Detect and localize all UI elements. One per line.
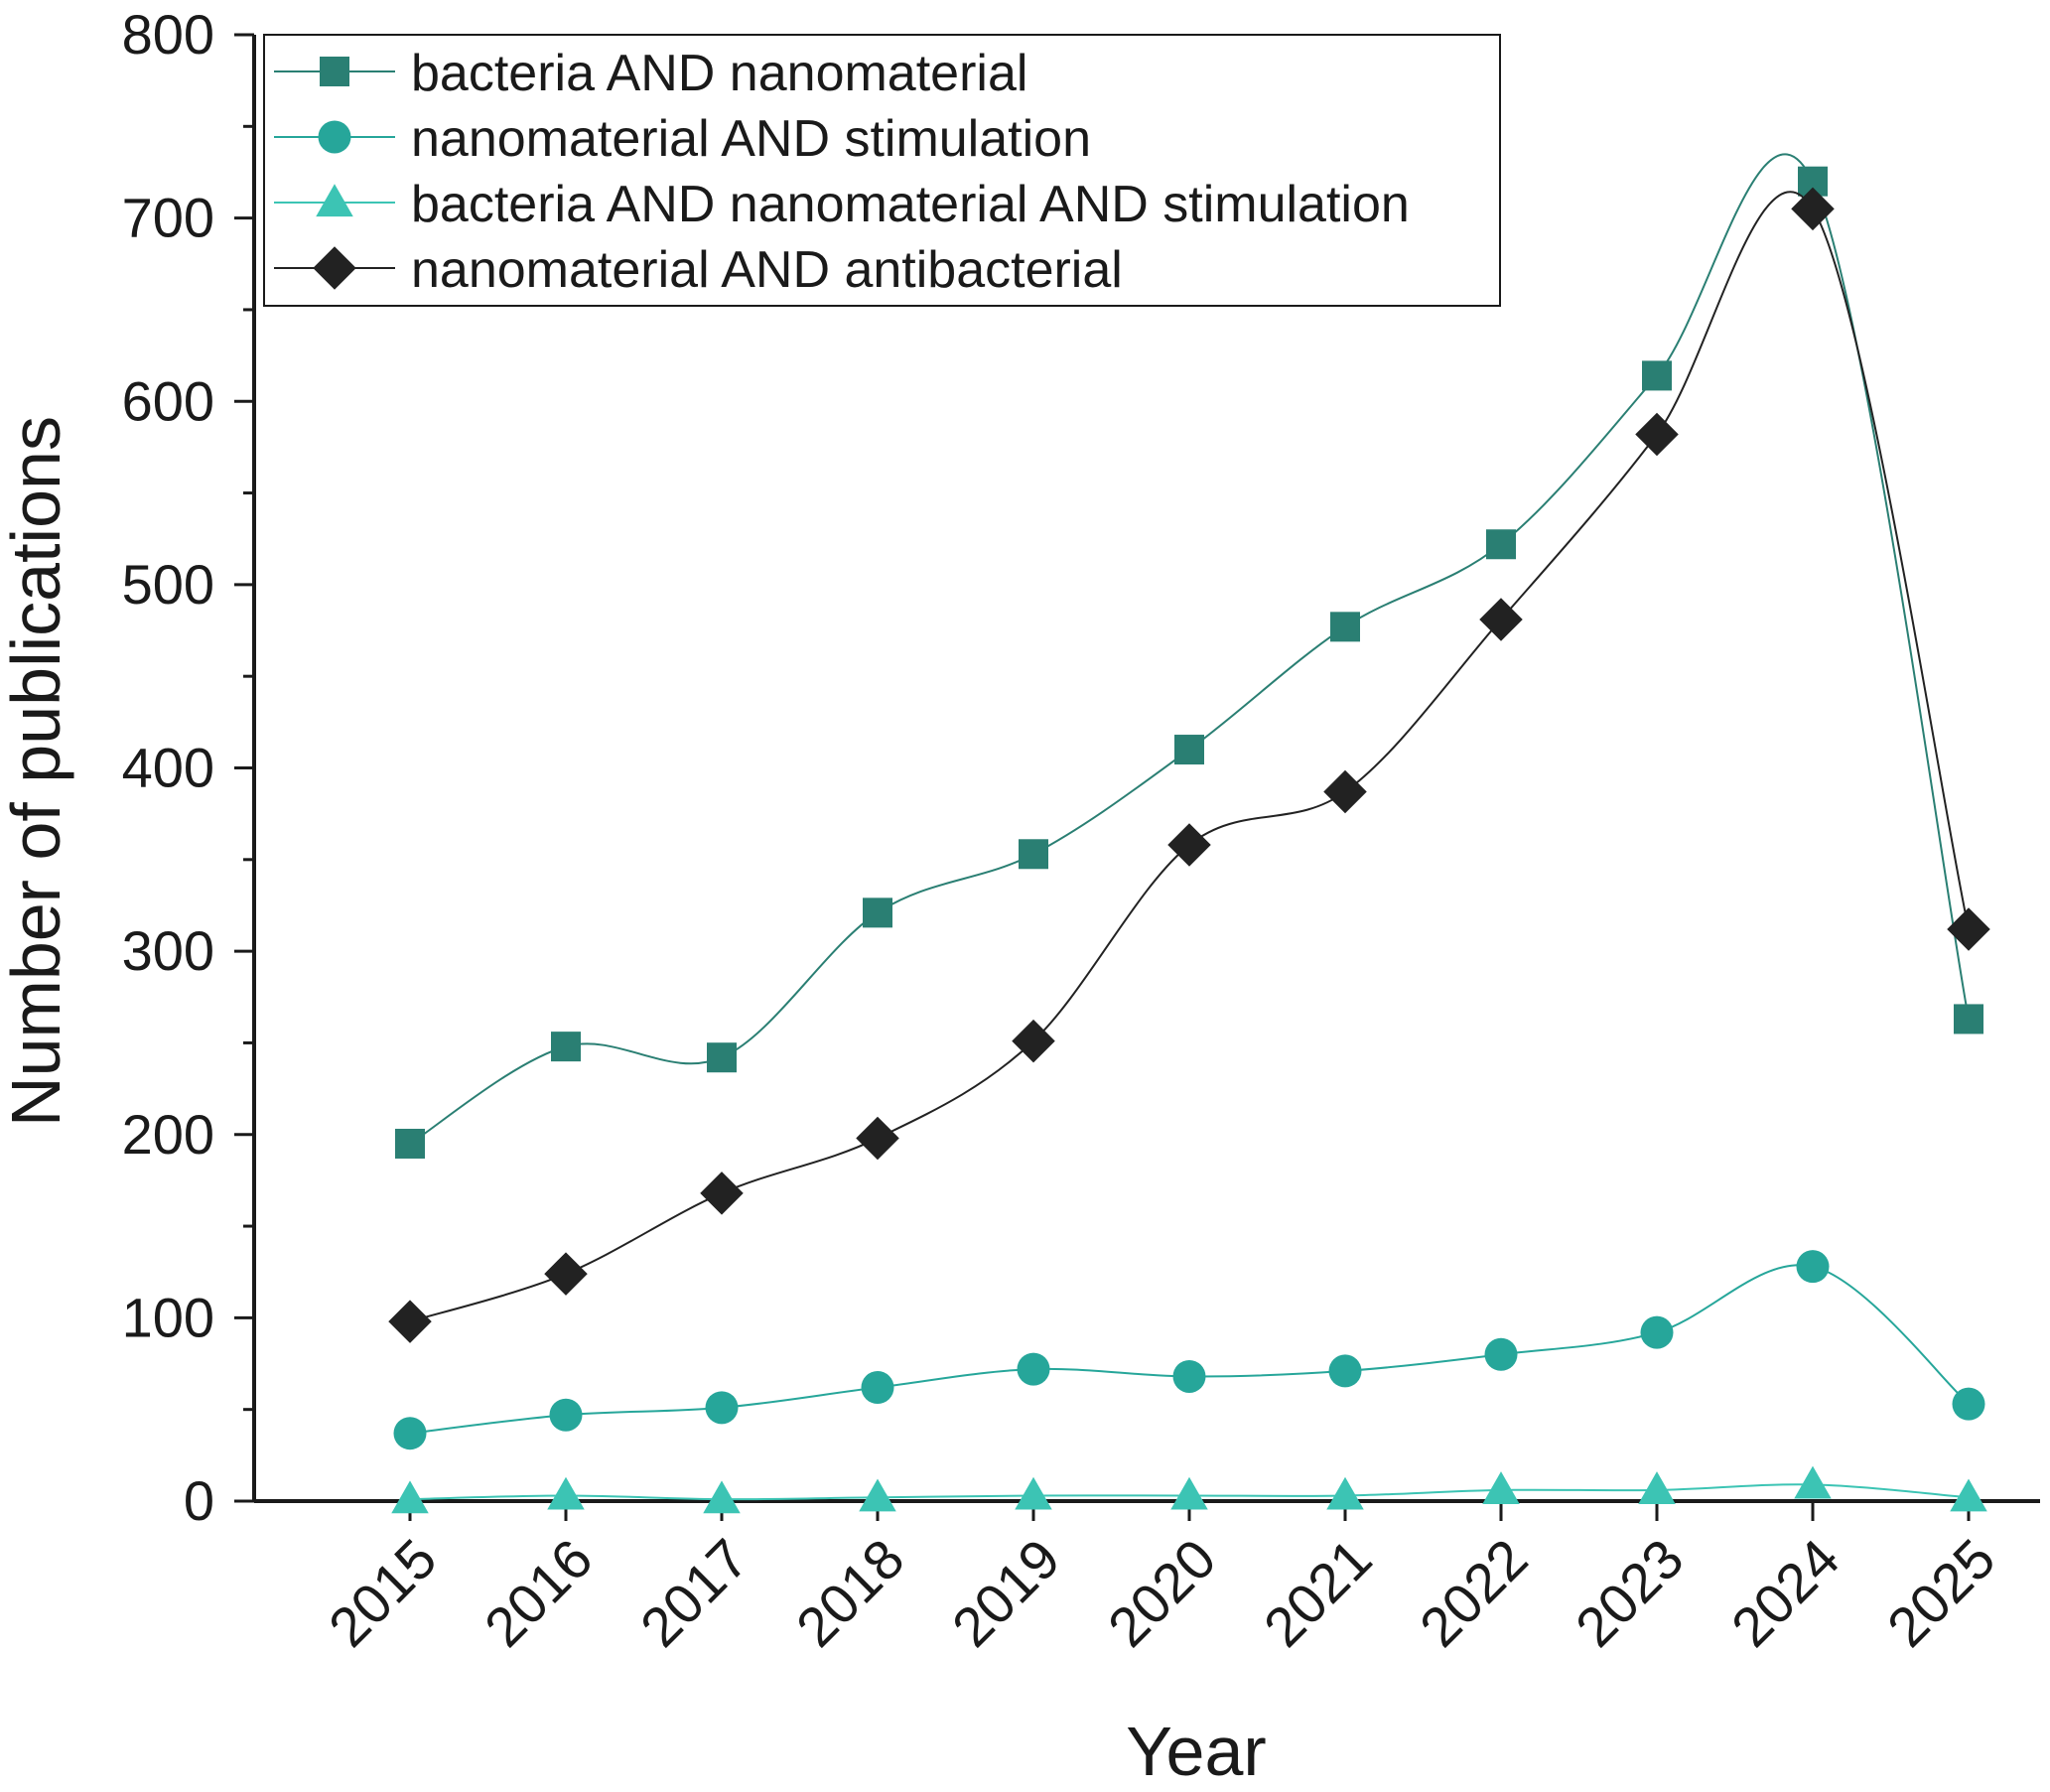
x-tick-label: 2024: [1719, 1527, 1851, 1659]
y-tick-label: 200: [122, 1103, 214, 1166]
x-tick-label: 2017: [628, 1527, 760, 1659]
y-tick-label: 700: [122, 187, 214, 249]
x-tick-label: 2020: [1096, 1527, 1228, 1659]
x-tick-label: 2021: [1252, 1527, 1384, 1659]
data-point: [388, 1300, 432, 1343]
data-point: [863, 897, 892, 928]
y-tick-label: 600: [122, 369, 214, 432]
legend-frame: [263, 34, 1501, 307]
data-point: [395, 1128, 425, 1159]
data-point: [1174, 735, 1204, 765]
data-point: [1796, 1250, 1830, 1284]
y-tick-label: 800: [122, 3, 214, 66]
legend-marker-square: [320, 57, 349, 86]
data-point: [1017, 1352, 1050, 1386]
data-point: [1484, 1337, 1518, 1371]
x-tick-label: 2018: [784, 1527, 916, 1659]
legend-marker-diamond: [313, 246, 356, 290]
data-point: [1950, 1478, 1987, 1512]
legend-marker-triangle: [316, 184, 353, 217]
data-point: [549, 1398, 583, 1432]
legend-label: bacteria AND nanomaterial: [411, 45, 1027, 102]
x-tick-label: 2023: [1564, 1527, 1696, 1659]
data-point: [1794, 1465, 1832, 1499]
data-point: [1323, 769, 1367, 814]
legend-label: bacteria AND nanomaterial AND stimulatio…: [411, 176, 1410, 233]
data-point: [1012, 1019, 1055, 1063]
data-point: [1170, 1476, 1208, 1510]
x-tick-label: 2025: [1875, 1527, 2007, 1659]
data-point: [1482, 1471, 1520, 1504]
data-point: [1172, 1359, 1206, 1393]
series-circle: [393, 1250, 1985, 1450]
data-point: [700, 1172, 744, 1215]
legend-label: nanomaterial AND antibacterial: [411, 241, 1123, 299]
data-point: [1954, 1004, 1983, 1034]
y-tick-label: 500: [122, 553, 214, 616]
series-square: [395, 153, 1983, 1159]
x-tick-label: 2015: [317, 1527, 449, 1659]
series-triangle: [391, 1465, 1987, 1514]
data-point: [705, 1391, 739, 1425]
data-point: [1326, 1476, 1364, 1510]
data-point: [551, 1032, 581, 1062]
data-point: [1947, 907, 1990, 951]
series-layer: [388, 153, 1990, 1514]
data-point: [1167, 823, 1211, 867]
series-diamond: [388, 187, 1990, 1343]
data-point: [1486, 529, 1516, 560]
data-point: [1015, 1476, 1052, 1510]
data-point: [1479, 598, 1523, 641]
data-point: [1019, 839, 1048, 870]
legend: bacteria AND nanomaterial nanomaterial AN…: [263, 34, 1501, 307]
legend-marker-circle: [318, 120, 351, 154]
data-point: [1328, 1354, 1362, 1388]
legend-label: nanomaterial AND stimulation: [411, 110, 1091, 168]
data-point: [1330, 612, 1360, 642]
data-point: [707, 1042, 737, 1073]
y-tick-label: 100: [122, 1286, 214, 1348]
data-point: [391, 1480, 429, 1514]
data-point: [1642, 360, 1672, 391]
x-tick-label: 2016: [473, 1527, 605, 1659]
y-tick-label: 400: [122, 737, 214, 799]
series-line: [409, 1264, 1970, 1435]
data-point: [856, 1116, 899, 1161]
y-tick-label: 300: [122, 919, 214, 982]
data-point: [861, 1371, 894, 1405]
x-tick-label: 2022: [1408, 1527, 1540, 1659]
data-point: [1952, 1387, 1985, 1421]
x-tick-label: 2019: [940, 1527, 1072, 1659]
data-point: [1791, 187, 1835, 231]
y-axis-title: Number of publications: [0, 416, 74, 1127]
data-point: [544, 1252, 588, 1296]
data-point: [1638, 1471, 1676, 1504]
data-point: [859, 1478, 896, 1512]
y-tick-label: 0: [184, 1469, 214, 1532]
data-point: [703, 1480, 741, 1514]
data-point: [393, 1417, 427, 1450]
data-point: [1640, 1315, 1674, 1349]
data-point: [1635, 412, 1679, 457]
data-point: [547, 1476, 585, 1510]
x-axis-title: Year: [1126, 1713, 1266, 1787]
